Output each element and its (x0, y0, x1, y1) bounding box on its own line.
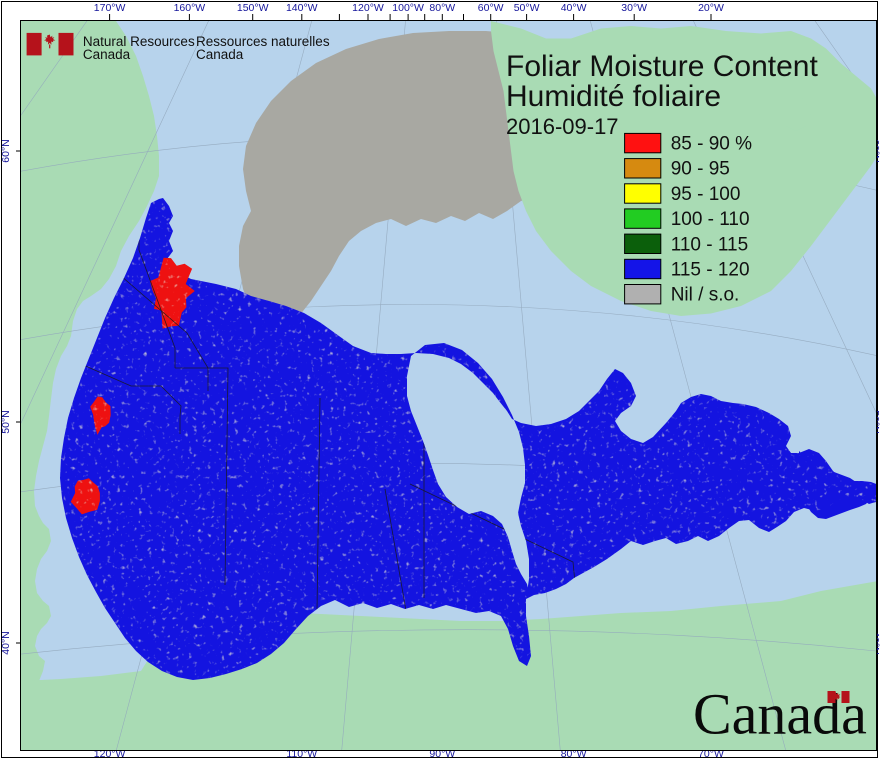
svg-text:115 - 120: 115 - 120 (671, 260, 750, 281)
svg-text:170°W: 170°W (94, 2, 126, 14)
svg-text:85 - 90 %: 85 - 90 % (671, 134, 752, 155)
svg-text:80°W: 80°W (429, 2, 455, 14)
svg-text:Nil / s.o.: Nil / s.o. (671, 285, 740, 306)
svg-text:120°W: 120°W (352, 2, 384, 14)
svg-text:40°N: 40°N (0, 631, 12, 654)
svg-text:60°N: 60°N (0, 139, 12, 162)
svg-text:100 - 110: 100 - 110 (671, 209, 750, 230)
svg-text:Canada: Canada (196, 47, 244, 62)
svg-text:Foliar Moisture Content: Foliar Moisture Content (506, 50, 818, 83)
svg-text:60°W: 60°W (478, 2, 504, 14)
svg-text:160°W: 160°W (174, 2, 206, 14)
svg-text:Canada: Canada (83, 47, 131, 62)
svg-text:95 - 100: 95 - 100 (671, 184, 741, 205)
svg-text:40°W: 40°W (561, 2, 587, 14)
svg-text:100°W: 100°W (392, 2, 424, 14)
svg-text:50°N: 50°N (0, 410, 12, 433)
svg-text:Humidité foliaire: Humidité foliaire (506, 80, 721, 113)
svg-text:50°W: 50°W (514, 2, 540, 14)
svg-text:Canada: Canada (693, 681, 867, 746)
svg-text:90 - 95: 90 - 95 (671, 159, 730, 180)
svg-text:20°W: 20°W (698, 2, 724, 14)
svg-text:30°W: 30°W (621, 2, 647, 14)
svg-text:110 - 115: 110 - 115 (671, 234, 748, 255)
svg-text:150°W: 150°W (237, 2, 269, 14)
svg-text:140°W: 140°W (286, 2, 318, 14)
svg-text:2016-09-17: 2016-09-17 (506, 114, 619, 139)
